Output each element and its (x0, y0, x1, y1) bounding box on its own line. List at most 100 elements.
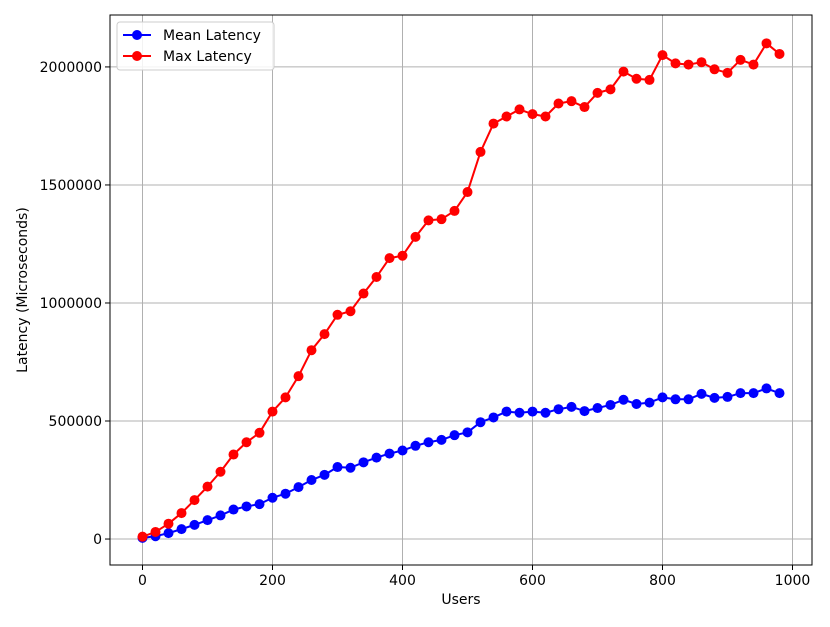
legend-marker-max-latency (132, 51, 142, 61)
data-point-max-latency (397, 250, 408, 261)
data-point-mean-latency (774, 388, 785, 399)
data-point-max-latency (488, 118, 499, 129)
data-point-max-latency (631, 73, 642, 84)
data-point-mean-latency (748, 388, 759, 399)
data-point-mean-latency (540, 407, 551, 418)
data-point-mean-latency (306, 475, 317, 486)
data-point-mean-latency (241, 501, 252, 512)
data-point-max-latency (228, 449, 239, 460)
data-point-max-latency (410, 231, 421, 242)
data-point-mean-latency (488, 412, 499, 423)
data-point-max-latency (657, 50, 668, 61)
legend-label-max-latency: Max Latency (163, 49, 252, 65)
data-point-mean-latency (254, 499, 265, 510)
data-point-max-latency (436, 214, 447, 225)
data-point-max-latency (735, 54, 746, 65)
data-point-mean-latency (605, 399, 616, 410)
data-point-max-latency (696, 57, 707, 68)
data-point-mean-latency (423, 437, 434, 448)
plot-frame (109, 14, 813, 566)
data-point-mean-latency (384, 448, 395, 459)
x-axis-label: Users (441, 592, 480, 608)
data-point-mean-latency (683, 394, 694, 405)
data-point-max-latency (267, 406, 278, 417)
data-point-mean-latency (215, 510, 226, 521)
y-tick-label: 2000000 (40, 60, 102, 76)
x-tick-label: 800 (649, 573, 676, 589)
data-point-max-latency (280, 392, 291, 403)
data-point-max-latency (163, 518, 174, 529)
data-point-max-latency (371, 272, 382, 283)
data-point-max-latency (540, 111, 551, 122)
data-point-max-latency (462, 187, 473, 198)
data-point-mean-latency (436, 434, 447, 445)
data-point-mean-latency (163, 528, 174, 539)
data-point-max-latency (475, 146, 486, 157)
data-point-max-latency (761, 38, 772, 49)
data-point-max-latency (202, 481, 213, 492)
data-point-max-latency (605, 84, 616, 95)
data-point-mean-latency (280, 488, 291, 499)
data-point-max-latency (774, 48, 785, 59)
x-tick-label: 200 (259, 573, 286, 589)
data-point-max-latency (176, 508, 187, 519)
data-point-mean-latency (267, 492, 278, 503)
data-point-max-latency (150, 526, 161, 537)
data-point-mean-latency (449, 430, 460, 441)
data-point-max-latency (644, 74, 655, 85)
data-point-mean-latency (761, 383, 772, 394)
x-tick-label: 400 (389, 573, 416, 589)
data-point-mean-latency (202, 515, 213, 526)
data-point-mean-latency (618, 394, 629, 405)
data-point-mean-latency (176, 524, 187, 535)
data-point-max-latency (501, 111, 512, 122)
data-point-max-latency (345, 306, 356, 317)
data-point-max-latency (748, 59, 759, 70)
data-point-mean-latency (527, 406, 538, 417)
data-point-max-latency (293, 371, 304, 382)
data-point-max-latency (722, 67, 733, 78)
y-tick-label: 1000000 (40, 296, 102, 312)
data-point-max-latency (254, 427, 265, 438)
data-point-mean-latency (592, 403, 603, 414)
data-point-max-latency (215, 466, 226, 477)
data-point-max-latency (566, 96, 577, 107)
series-line-mean-latency (142, 387, 780, 539)
data-point-max-latency (189, 495, 200, 506)
grid-lines (110, 15, 812, 565)
data-point-max-latency (423, 215, 434, 226)
y-tick-label: 0 (93, 532, 102, 548)
data-point-max-latency (683, 59, 694, 70)
data-point-max-latency (670, 58, 681, 69)
data-point-mean-latency (345, 462, 356, 473)
data-point-max-latency (241, 437, 252, 448)
data-point-max-latency (579, 102, 590, 113)
legend-label-mean-latency: Mean Latency (163, 28, 261, 44)
data-point-mean-latency (670, 394, 681, 405)
data-point-mean-latency (358, 457, 369, 468)
data-point-max-latency (709, 64, 720, 75)
data-point-mean-latency (293, 482, 304, 493)
data-point-max-latency (449, 205, 460, 216)
legend: Mean Latency Max Latency (116, 21, 275, 71)
data-point-mean-latency (709, 392, 720, 403)
axis-ticks: 0 200 400 600 800 1000 0 500000 1000000 1500000 20… (40, 60, 811, 589)
x-tick-label: 0 (138, 573, 147, 589)
data-point-mean-latency (410, 440, 421, 451)
data-point-max-latency (358, 288, 369, 299)
data-point-max-latency (332, 309, 343, 320)
data-point-max-latency (592, 87, 603, 98)
legend-marker-mean-latency (132, 30, 142, 40)
y-tick-label: 500000 (49, 414, 102, 430)
series-layer (137, 38, 785, 543)
data-point-mean-latency (735, 388, 746, 399)
data-point-mean-latency (332, 462, 343, 473)
data-point-mean-latency (371, 452, 382, 463)
y-tick-label: 1500000 (40, 178, 102, 194)
data-point-mean-latency (501, 406, 512, 417)
data-point-mean-latency (475, 417, 486, 428)
data-point-mean-latency (397, 445, 408, 456)
data-point-mean-latency (644, 397, 655, 408)
data-point-mean-latency (189, 519, 200, 530)
